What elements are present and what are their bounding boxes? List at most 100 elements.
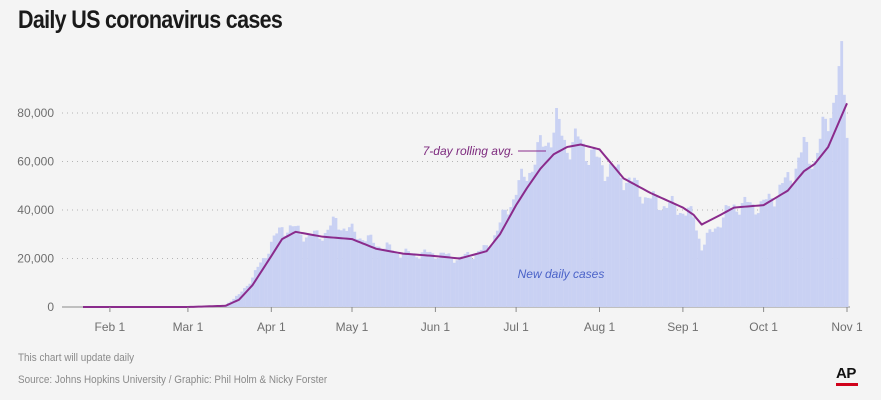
- daily-cases-bar: [536, 142, 540, 307]
- daily-cases-bar: [824, 118, 827, 307]
- daily-cases-bar: [417, 258, 421, 307]
- daily-cases-bar: [756, 213, 760, 307]
- daily-cases-bar: [256, 266, 260, 307]
- daily-cases-bar: [345, 230, 349, 307]
- daily-cases-bar: [670, 195, 674, 307]
- daily-cases-bar: [582, 143, 585, 307]
- daily-cases-bar: [434, 258, 437, 307]
- daily-cases-bar: [501, 209, 505, 307]
- daily-cases-bar: [334, 218, 338, 307]
- daily-cases-bar: [436, 258, 440, 307]
- daily-cases-bar: [781, 183, 784, 307]
- chart-title: Daily US coronavirus cases: [18, 6, 283, 34]
- daily-cases-bar: [442, 252, 445, 307]
- daily-cases-bar: [487, 248, 491, 307]
- daily-cases-bar: [426, 252, 429, 307]
- daily-cases-bar: [522, 176, 526, 307]
- daily-cases-bar: [767, 193, 771, 307]
- daily-cases-bar: [590, 149, 593, 307]
- daily-cases-bar: [409, 253, 413, 307]
- daily-cases-bar: [689, 206, 693, 307]
- daily-cases-bar: [302, 241, 306, 307]
- y-tick-label: 60,000: [17, 155, 54, 169]
- daily-cases-bar: [423, 249, 427, 307]
- x-tick-label: Apr 1: [257, 320, 286, 334]
- daily-cases-bar: [729, 207, 733, 307]
- daily-cases-annotation: New daily cases: [518, 267, 605, 281]
- daily-cases-bar: [415, 257, 419, 307]
- daily-cases-bar: [716, 226, 720, 307]
- daily-cases-bar: [799, 152, 803, 307]
- daily-cases-bar: [350, 223, 354, 307]
- source-credit: Source: Johns Hopkins University / Graph…: [18, 374, 328, 386]
- daily-cases-bar: [296, 225, 300, 307]
- daily-cases-bar: [735, 211, 739, 307]
- daily-cases-bar: [708, 229, 712, 307]
- daily-cases-bar: [649, 198, 653, 307]
- daily-cases-bar: [759, 201, 763, 307]
- daily-cases-bar: [775, 197, 779, 307]
- daily-cases-bar: [563, 139, 567, 307]
- daily-cases-bar: [243, 288, 246, 307]
- daily-cases-bar: [269, 241, 273, 307]
- daily-cases-bar: [622, 190, 626, 307]
- daily-cases-bar: [493, 235, 497, 307]
- daily-cases-bar: [469, 256, 472, 307]
- daily-cases-bar: [458, 256, 462, 307]
- daily-cases-bar: [310, 235, 314, 307]
- daily-cases-bar: [315, 230, 319, 307]
- daily-cases-bar: [598, 157, 601, 307]
- daily-cases-bar: [816, 152, 819, 307]
- daily-cases-bar: [304, 237, 308, 307]
- daily-cases-bar: [627, 177, 631, 307]
- daily-cases-bar: [361, 240, 365, 307]
- daily-cases-bar: [762, 199, 766, 307]
- daily-cases-bar: [382, 248, 386, 307]
- daily-cases-bar: [248, 283, 252, 307]
- daily-cases-bar: [743, 196, 747, 307]
- daily-cases-bar: [485, 245, 489, 307]
- daily-cases-bar: [635, 179, 639, 307]
- daily-cases-bar: [245, 285, 249, 307]
- daily-cases-bar: [783, 177, 787, 307]
- daily-cases-bar: [808, 163, 811, 307]
- daily-cases-bar: [530, 171, 534, 307]
- daily-cases-bar: [533, 164, 537, 307]
- daily-cases-bar: [834, 95, 838, 307]
- daily-cases-bar: [329, 225, 332, 307]
- cases-chart: 0 20,000 40,000 60,000 80,000 Feb 1 Mar 1 Apr …: [17, 41, 863, 334]
- daily-cases-bar: [552, 132, 556, 307]
- daily-cases-bar: [684, 215, 688, 307]
- daily-cases-bars: [202, 41, 849, 308]
- daily-cases-bar: [751, 204, 755, 307]
- daily-cases-bar: [794, 168, 798, 307]
- daily-cases-bar: [837, 66, 841, 307]
- daily-cases-bar: [557, 118, 561, 307]
- daily-cases-bar: [587, 165, 591, 307]
- ap-logo-bar: [836, 383, 858, 386]
- daily-cases-bar: [372, 242, 376, 307]
- y-tick-label: 20,000: [17, 252, 54, 266]
- y-tick-label: 80,000: [17, 106, 54, 120]
- daily-cases-bar: [821, 116, 825, 307]
- daily-cases-bar: [385, 242, 389, 307]
- daily-cases-bar: [455, 260, 459, 307]
- daily-cases-bar: [396, 253, 400, 307]
- daily-cases-bar: [251, 277, 254, 307]
- rolling-average-line: [83, 102, 848, 308]
- daily-cases-bar: [517, 180, 521, 307]
- daily-cases-bar: [291, 226, 295, 307]
- daily-cases-bar: [466, 251, 470, 307]
- daily-cases-bar: [805, 141, 809, 307]
- daily-cases-bar: [603, 181, 607, 307]
- daily-cases-bar: [401, 253, 405, 307]
- daily-cases-bar: [692, 217, 696, 307]
- daily-cases-bar: [374, 246, 378, 307]
- daily-cases-bar: [347, 227, 351, 307]
- daily-cases-bar: [754, 214, 758, 307]
- daily-cases-bar: [288, 225, 292, 307]
- daily-cases-bar: [528, 172, 532, 307]
- x-tick-label: Mar 1: [173, 320, 204, 334]
- daily-cases-bar: [549, 147, 553, 307]
- daily-cases-bar: [786, 172, 790, 307]
